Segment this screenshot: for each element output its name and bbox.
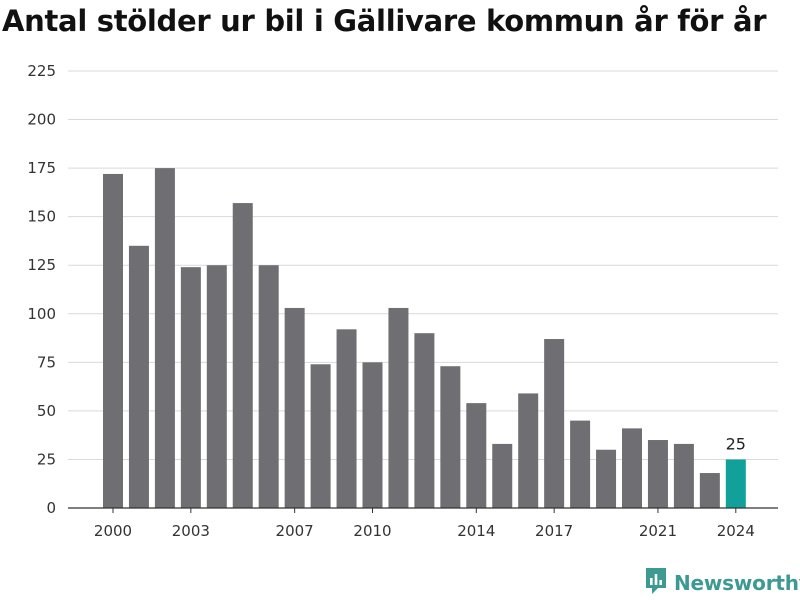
bar-2001 [128, 245, 149, 509]
bar-2005 [232, 203, 253, 508]
bar-2002 [154, 168, 175, 508]
bar-2011 [388, 307, 409, 508]
y-tick-label: 75 [37, 353, 56, 371]
x-tick-label: 2021 [639, 522, 677, 540]
y-tick-label: 225 [27, 62, 56, 80]
data-label-2024: 25 [726, 434, 746, 453]
brand-logo: Newsworthy [644, 568, 800, 598]
bar-2015 [492, 443, 513, 508]
y-tick-label: 200 [27, 111, 56, 129]
bar-2003 [180, 267, 201, 508]
bar-2017 [544, 339, 565, 508]
bar-2013 [440, 366, 461, 508]
brand-name: Newsworthy [674, 571, 800, 595]
y-axis-tick-labels: 0 25 50 75 100 125 150 175 200 225 [27, 62, 56, 517]
bar-2000 [103, 173, 123, 508]
bar-2020 [622, 428, 642, 508]
y-tick-label: 25 [37, 450, 56, 468]
bar-2008 [310, 364, 331, 508]
x-tick-label: 2007 [276, 522, 314, 540]
bar-2018 [570, 420, 591, 508]
x-tick-label: 2024 [717, 522, 755, 540]
bar-2023 [699, 473, 720, 508]
y-tick-label: 50 [37, 402, 56, 420]
bar-2024 [725, 459, 746, 508]
bar-2022 [673, 443, 694, 508]
y-tick-label: 100 [27, 305, 56, 323]
bar-2009 [336, 329, 357, 508]
y-tick-label: 175 [27, 159, 56, 177]
x-axis-ticks: 2000 2003 2007 2010 2014 2017 2021 2024 [94, 508, 755, 540]
data-labels: 25 [726, 434, 746, 453]
x-tick-label: 2017 [535, 522, 573, 540]
bar-2019 [596, 449, 617, 508]
bar-2014 [466, 403, 487, 508]
bar-2021 [647, 440, 668, 508]
bar-2007 [284, 307, 305, 508]
newsworthy-logo-icon [644, 566, 668, 600]
bar-2016 [518, 393, 539, 508]
chart-title: Antal stölder ur bil i Gällivare kommun … [2, 4, 767, 38]
bar-2004 [206, 265, 227, 508]
bar-2006 [258, 265, 279, 508]
bar-2012 [414, 333, 435, 508]
x-tick-label: 2010 [353, 522, 391, 540]
y-tick-label: 0 [46, 499, 56, 517]
x-tick-label: 2003 [172, 522, 210, 540]
y-tick-label: 125 [27, 256, 56, 274]
y-tick-label: 150 [27, 208, 56, 226]
bars [103, 168, 746, 509]
x-tick-label: 2014 [457, 522, 495, 540]
x-tick-label: 2000 [94, 522, 132, 540]
bar-2010 [362, 362, 383, 508]
